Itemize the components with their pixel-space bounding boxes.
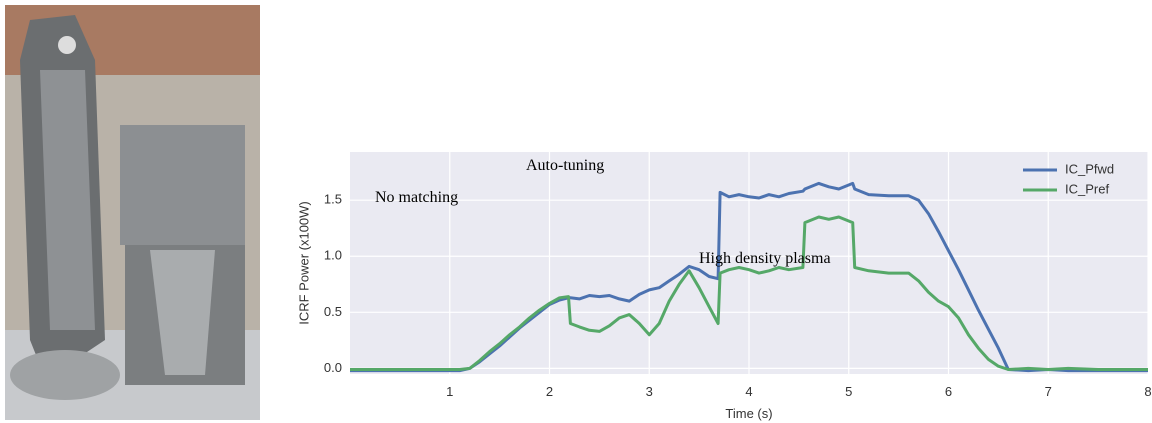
annotation: Auto-tuning bbox=[526, 157, 604, 174]
x-tick-label: 2 bbox=[546, 384, 553, 399]
x-tick-label: 8 bbox=[1144, 384, 1151, 399]
y-tick-label: 0.0 bbox=[324, 360, 342, 375]
x-tick-label: 1 bbox=[446, 384, 453, 399]
series-line bbox=[350, 215, 1148, 371]
x-tick-label: 6 bbox=[945, 384, 952, 399]
photo-part-right bbox=[120, 125, 245, 245]
y-axis-label: ICRF Power (x100W) bbox=[296, 201, 311, 325]
lines bbox=[350, 181, 1148, 373]
annotation: High density plasma bbox=[699, 250, 831, 267]
x-axis-label: Time (s) bbox=[725, 406, 772, 421]
photo-base bbox=[10, 350, 120, 400]
x-tick-label: 3 bbox=[646, 384, 653, 399]
photo-grating bbox=[40, 70, 95, 330]
series-line bbox=[350, 181, 1148, 373]
y-tick-label: 0.5 bbox=[324, 304, 342, 319]
y-tick-label: 1.0 bbox=[324, 248, 342, 263]
photo bbox=[5, 5, 260, 420]
y-tick-label: 1.5 bbox=[324, 192, 342, 207]
legend-label: IC_Pref bbox=[1065, 181, 1109, 196]
x-tick-label: 4 bbox=[745, 384, 752, 399]
x-tick-label: 5 bbox=[845, 384, 852, 399]
photo-channel bbox=[150, 250, 215, 375]
photo-hole bbox=[58, 36, 76, 54]
x-tick-label: 7 bbox=[1045, 384, 1052, 399]
annotation: No matching bbox=[375, 189, 458, 206]
legend-label: IC_Pfwd bbox=[1065, 161, 1114, 176]
